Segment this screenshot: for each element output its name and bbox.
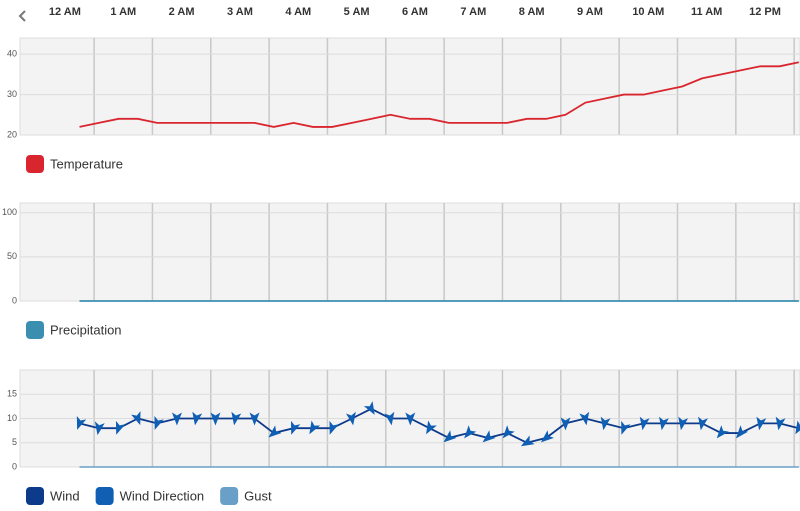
wind-direction-arrow	[560, 417, 571, 431]
wind-direction-arrow	[426, 420, 437, 435]
legend-label: Wind Direction	[120, 488, 205, 503]
legend-swatch	[26, 155, 44, 173]
wind-direction-arrow	[621, 420, 631, 435]
legend-label: Wind	[50, 488, 80, 503]
wind-direction-arrow	[502, 425, 515, 439]
wind-direction-arrow	[76, 416, 87, 430]
x-tick-label: 12 AM	[49, 6, 81, 18]
x-tick-label: 7 AM	[460, 6, 486, 18]
legend-swatch	[26, 321, 44, 339]
y-tick-label: 100	[2, 207, 17, 217]
wind-direction-arrow	[268, 425, 282, 438]
legend-swatch	[95, 487, 114, 505]
wind-direction-arrow	[131, 411, 141, 426]
wind-direction-arrow	[363, 401, 375, 415]
x-tick-label: 9 AM	[577, 6, 603, 18]
legend-label: Precipitation	[50, 322, 122, 337]
x-tick-label: 12 PM	[749, 6, 781, 18]
wind-direction-arrow	[735, 425, 749, 439]
y-tick-label: 50	[7, 251, 17, 261]
wind-direction-arrow	[405, 412, 416, 426]
wind-direction-arrow	[716, 425, 729, 439]
x-tick-label: 6 AM	[402, 6, 428, 18]
wind-direction-arrow	[192, 411, 203, 426]
wind-direction-arrow	[345, 411, 356, 426]
wind-direction-arrow	[94, 421, 105, 436]
x-tick-label: 5 AM	[344, 6, 370, 18]
wind-direction-arrow	[329, 420, 339, 435]
x-tick-label: 8 AM	[519, 6, 545, 18]
wind-direction-arrow	[795, 420, 800, 435]
wind-direction-arrow	[384, 411, 395, 426]
y-tick-label: 30	[7, 89, 17, 99]
legend-swatch	[26, 487, 44, 505]
legend-label: Temperature	[50, 156, 123, 171]
wind-direction-arrow	[639, 416, 650, 431]
previous-button[interactable]	[18, 10, 26, 22]
x-tick-label: 10 AM	[632, 6, 664, 18]
wind-direction-arrow	[115, 420, 126, 435]
wind-direction-arrow	[249, 412, 260, 426]
wind-direction-arrow	[309, 420, 321, 435]
wind-direction-arrow	[290, 420, 301, 435]
x-tick-label: 11 AM	[691, 6, 722, 18]
y-tick-label: 0	[12, 461, 17, 471]
legend-swatch	[220, 487, 239, 505]
plot-area	[19, 202, 800, 302]
wind-direction-arrow	[210, 412, 221, 426]
y-tick-label: 40	[7, 49, 17, 59]
wind-direction-arrow	[154, 416, 164, 430]
x-tick-label: 4 AM	[285, 6, 311, 18]
wind-direction-arrow	[464, 425, 477, 439]
wind-direction-arrow	[231, 411, 242, 426]
x-tick-label: 1 AM	[110, 6, 136, 18]
wind-direction-arrow	[482, 430, 496, 443]
wind-line	[79, 407, 800, 444]
wind-direction-arrow	[579, 411, 590, 426]
y-tick-label: 20	[7, 129, 17, 139]
series-line	[79, 61, 800, 128]
wind-direction-arrow	[443, 430, 457, 443]
wind-direction-arrow	[540, 430, 555, 443]
legend-label: Gust	[244, 488, 272, 503]
y-tick-label: 0	[12, 295, 17, 305]
y-tick-label: 10	[7, 413, 17, 423]
wind-direction-arrow	[171, 412, 182, 426]
x-tick-label: 3 AM	[227, 6, 253, 18]
x-tick-label: 2 AM	[169, 6, 195, 18]
wind-direction-arrow	[678, 416, 689, 431]
wind-direction-arrow	[520, 435, 535, 447]
wind-direction-arrow	[698, 416, 708, 431]
wind-direction-arrow	[600, 416, 611, 431]
y-tick-label: 5	[12, 437, 17, 447]
wind-direction-arrow	[775, 416, 786, 431]
wind-direction-arrow	[659, 416, 669, 431]
wind-direction-arrow	[756, 416, 767, 431]
y-tick-label: 15	[7, 389, 17, 399]
